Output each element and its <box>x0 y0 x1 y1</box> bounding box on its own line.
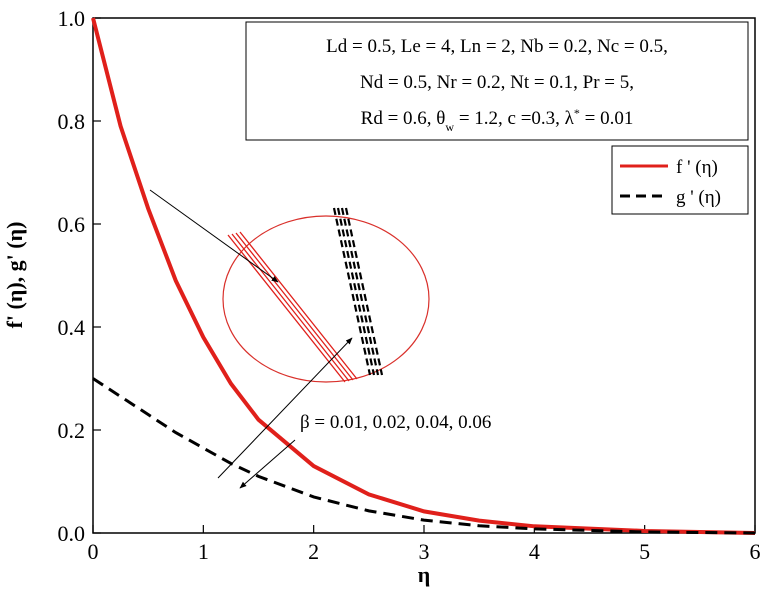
x-axis-label: η <box>418 562 431 587</box>
y-tick-label: 0.0 <box>58 521 86 546</box>
legend: f ' (η) g ' (η) <box>620 157 721 208</box>
parameter-segment: = 1.2, c =0.3, λ <box>454 108 575 129</box>
series-line <box>92 377 756 535</box>
parameter-segment: Nd = 0.5, Nr = 0.2, Nt = 0.1, Pr = 5, <box>360 72 634 93</box>
x-tick-label: 1 <box>198 539 209 564</box>
legend-label: g ' (η) <box>676 187 721 208</box>
zoom-red-lines <box>227 231 358 383</box>
x-tick-label: 2 <box>308 539 319 564</box>
legend-label: f ' (η) <box>676 157 718 178</box>
parameter-segment: Rd = 0.6, θ <box>361 108 446 129</box>
zoom-black-lines <box>332 207 384 376</box>
parameter-segment: = 0.01 <box>580 108 633 129</box>
parameter-segment: * <box>574 106 580 120</box>
parameter-segment: w <box>445 120 454 134</box>
series-line <box>91 17 756 535</box>
x-tick-label: 5 <box>639 539 650 564</box>
y-tick-label: 1.0 <box>58 6 86 31</box>
zoom-inset <box>149 189 430 489</box>
parameter-line: Ld = 0.5, Le = 4, Ln = 2, Nb = 0.2, Nc =… <box>326 36 668 57</box>
parameter-text: Ld = 0.5, Le = 4, Ln = 2, Nb = 0.2, Nc =… <box>326 36 668 134</box>
x-tick-label: 0 <box>88 539 99 564</box>
x-tick-label: 6 <box>750 539 761 564</box>
x-tick-label: 3 <box>419 539 430 564</box>
legend-box <box>611 145 749 215</box>
parameter-line: Rd = 0.6, θw = 1.2, c =0.3, λ* = 0.01 <box>361 106 634 134</box>
y-tick-label: 0.8 <box>58 109 86 134</box>
y-tick-label: 0.2 <box>58 418 86 443</box>
y-axis-label: f' (η), g' (η) <box>2 222 27 329</box>
parameter-line: Nd = 0.5, Nr = 0.2, Nt = 0.1, Pr = 5, <box>360 72 634 93</box>
x-tick-label: 4 <box>529 539 540 564</box>
zoom-circle <box>222 215 430 383</box>
beta-annotation: β = 0.01, 0.02, 0.04, 0.06 <box>300 412 491 433</box>
beta-arrow <box>217 337 353 479</box>
plot-area <box>91 17 756 535</box>
beta-arrow <box>239 439 296 489</box>
zoom-pointer <box>149 189 279 283</box>
parameter-segment: Ld = 0.5, Le = 4, Ln = 2, Nb = 0.2, Nc =… <box>326 36 668 57</box>
y-tick-label: 0.4 <box>58 315 86 340</box>
y-tick-label: 0.6 <box>58 212 86 237</box>
parameter-box <box>245 21 749 141</box>
